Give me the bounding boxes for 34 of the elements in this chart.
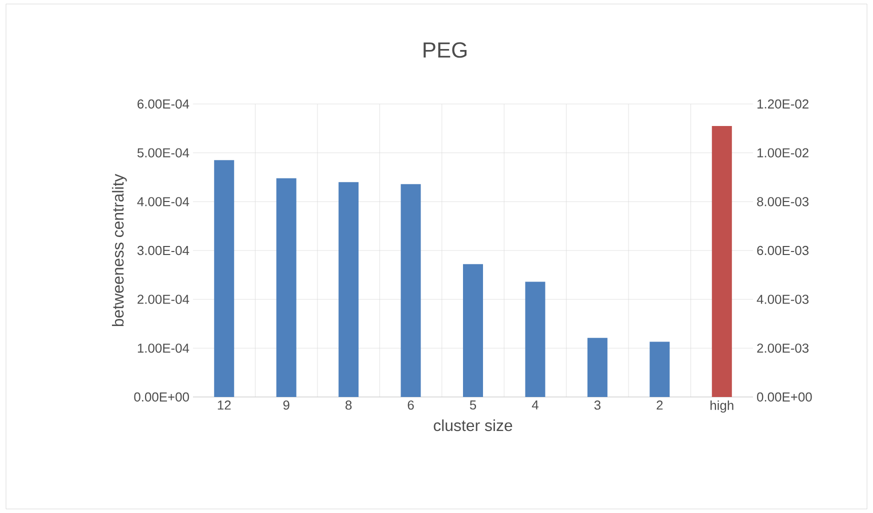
x-tick-label: 2: [656, 400, 663, 410]
y-tick-label: 5.00E-04: [137, 148, 190, 158]
x-tick-label: 12: [218, 400, 231, 410]
x-tick-label: 6: [408, 400, 414, 410]
x-axis-title: cluster size: [434, 419, 512, 432]
y2-tick-label: 0.00E+00: [757, 392, 812, 402]
y2-tick-label: 1.20E-02: [758, 99, 808, 109]
y-tick-label: 4.00E-04: [137, 197, 190, 206]
y-axis-title: betweeness centrality: [112, 174, 127, 326]
chart-title: PEG: [424, 42, 467, 58]
x-tick-label: 9: [283, 400, 290, 410]
x-tick-label: 4: [532, 400, 538, 410]
y-tick-label: 0.00E+00: [134, 392, 189, 402]
bar: [338, 182, 359, 397]
y2-tick-label: 4.00E-03: [756, 294, 809, 304]
x-tick-label: 8: [346, 400, 352, 410]
y-tick-label: 3.00E-04: [137, 246, 190, 256]
y-tick-label: 6.00E-04: [138, 99, 190, 109]
bar: [525, 282, 546, 397]
bar: [463, 264, 484, 397]
y-tick-label: 2.00E-04: [138, 294, 190, 304]
y2-tick-label: 2.00E-03: [757, 344, 809, 353]
bar: [650, 342, 670, 397]
y2-tick-label: 8.00E-03: [757, 197, 809, 206]
bar: [587, 338, 608, 397]
x-tick-label: 5: [470, 400, 476, 410]
x-tick-label: 3: [594, 400, 600, 410]
bar: [214, 160, 234, 397]
bar: [276, 178, 296, 397]
y2-tick-label: 1.00E-02: [758, 148, 808, 158]
y-tick-label: 1.00E-04: [138, 344, 190, 353]
y2-tick-label: 6.00E-03: [757, 246, 809, 256]
bar: [400, 184, 421, 397]
x-tick-label: high: [710, 400, 734, 413]
